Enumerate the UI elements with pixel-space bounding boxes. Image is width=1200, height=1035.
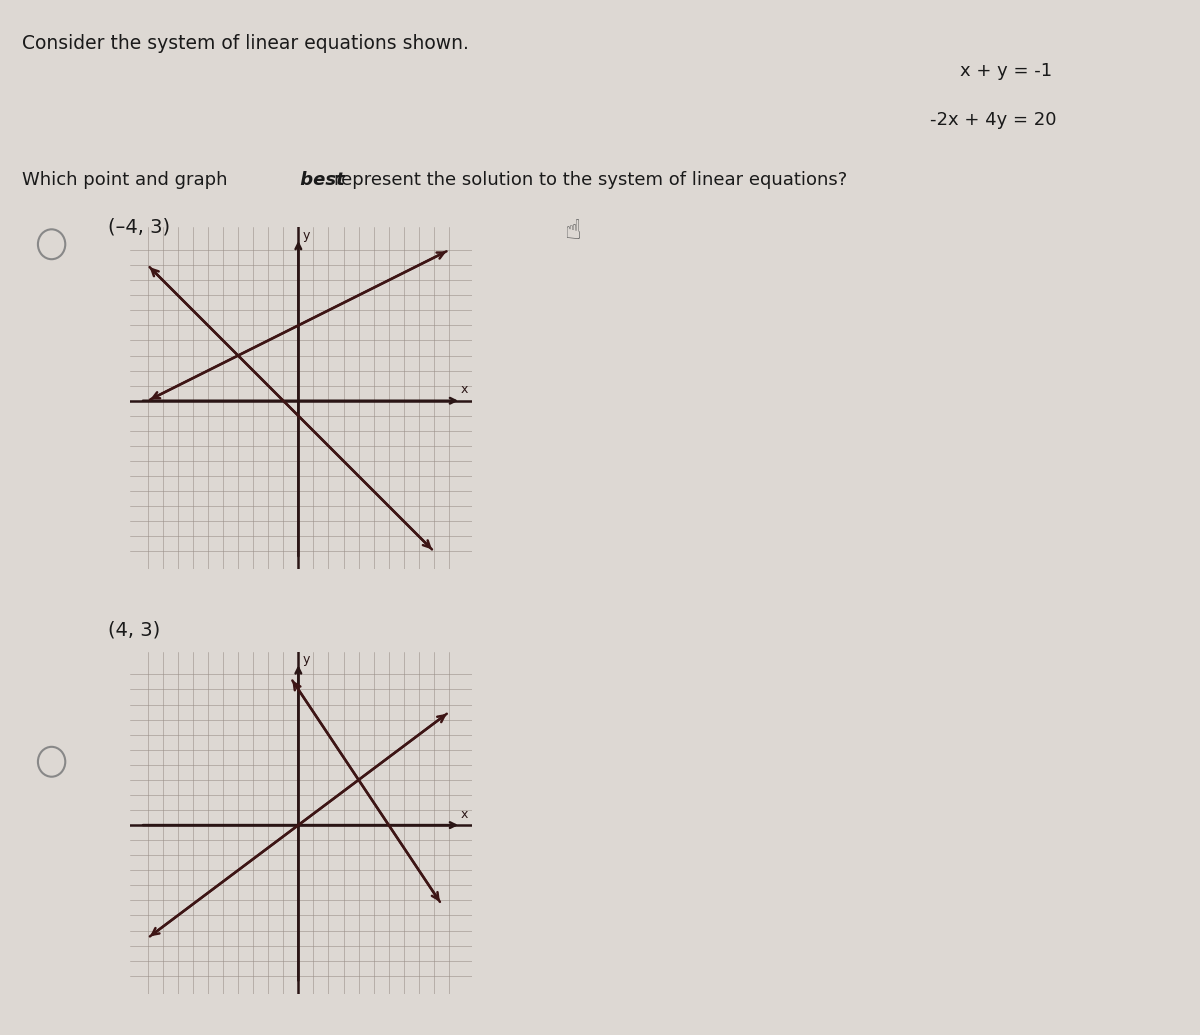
Text: x + y = -1: x + y = -1 xyxy=(960,62,1052,80)
Text: Which point and graph: Which point and graph xyxy=(22,171,227,188)
Text: y: y xyxy=(302,229,311,241)
Text: (4, 3): (4, 3) xyxy=(108,621,161,640)
Text: represent the solution to the system of linear equations?: represent the solution to the system of … xyxy=(334,171,847,188)
Text: best: best xyxy=(294,171,352,188)
Text: x: x xyxy=(461,807,468,821)
Text: y: y xyxy=(302,653,311,666)
Text: x: x xyxy=(461,383,468,396)
Text: ☝: ☝ xyxy=(564,217,581,245)
Text: -2x + 4y = 20: -2x + 4y = 20 xyxy=(930,111,1056,128)
Text: (–4, 3): (–4, 3) xyxy=(108,217,170,236)
Text: Consider the system of linear equations shown.: Consider the system of linear equations … xyxy=(22,34,468,53)
